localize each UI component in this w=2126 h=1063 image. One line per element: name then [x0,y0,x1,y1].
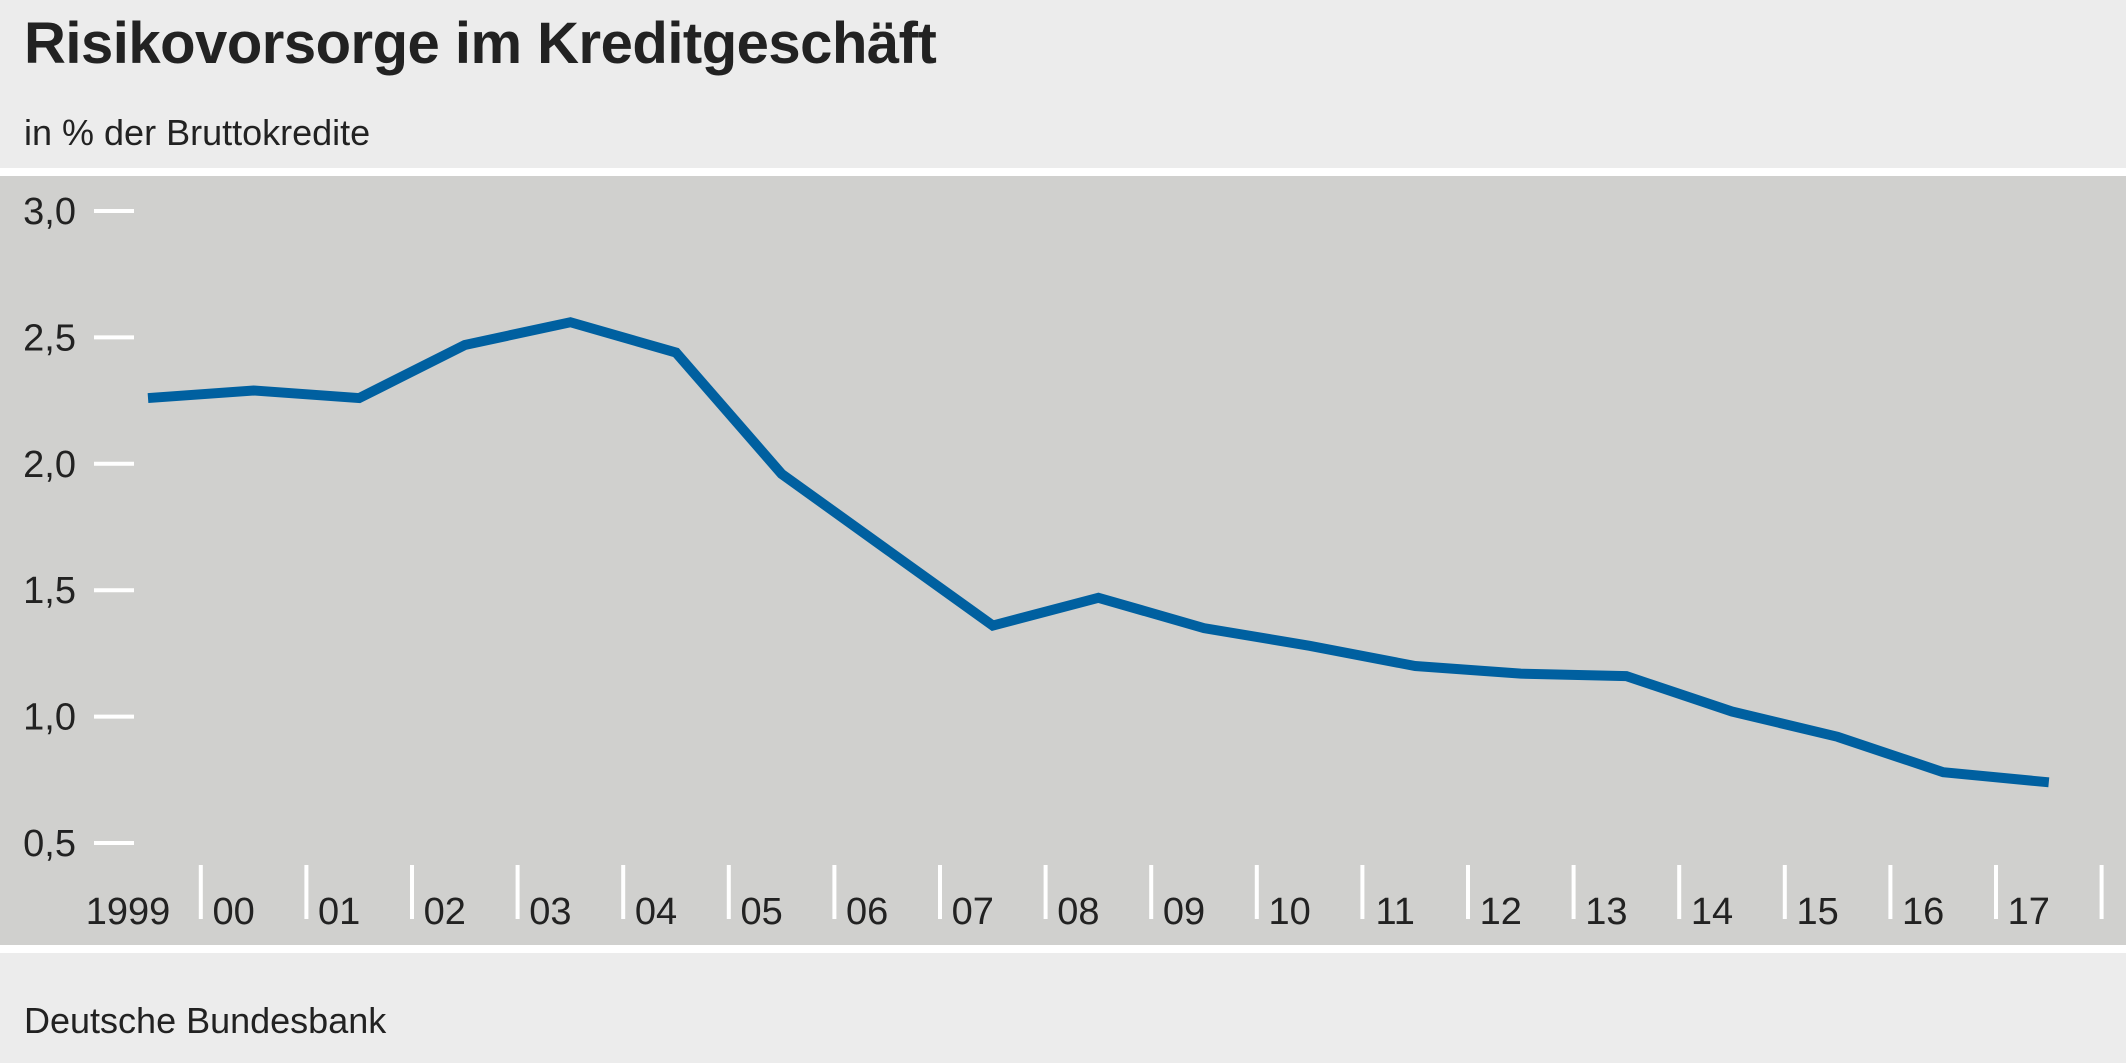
x-tick-label: 00 [212,891,254,933]
x-tick-label: 05 [740,891,782,933]
top-divider [0,168,2126,176]
x-tick-label: 12 [1480,891,1522,933]
y-tick-label: 0,5 [23,823,76,865]
x-tick-label: 06 [846,891,888,933]
y-axis: 3,0 2,5 2,0 1,5 1,0 0,5 [23,191,134,865]
x-tick-label: 13 [1585,891,1627,933]
x-tick-label: 11 [1375,891,1414,933]
y-tick-label: 2,5 [23,317,76,359]
x-tick-label: 09 [1163,891,1205,933]
x-tick-label: 08 [1057,891,1099,933]
source-label: Deutsche Bundesbank [24,1000,387,1041]
x-tick-label: 04 [635,891,677,933]
y-tick-label: 1,0 [23,697,76,739]
line-chart: 3,0 2,5 2,0 1,5 1,0 0,5 1999 00 01 02 03 04 05 06 07 0… [23,191,2104,933]
x-tick-label: 14 [1691,891,1733,933]
series-group [147,317,2050,788]
x-tick-label: 1999 [86,891,171,933]
x-tick-label: 02 [424,891,466,933]
chart-title: Risikovorsorge im Kreditgeschäft [24,11,937,76]
x-tick-label: 10 [1268,891,1310,933]
x-axis: 1999 00 01 02 03 04 05 06 07 08 09 10 11 12 13 14 15 16 17 [86,865,2104,933]
x-tick-label: 01 [318,891,360,933]
x-tick-label: 03 [529,891,571,933]
x-tick-label: 15 [1796,891,1838,933]
bottom-divider [0,945,2126,953]
x-tick-label: 16 [1902,891,1944,933]
series-line [147,317,2050,788]
x-tick-label: 07 [952,891,994,933]
y-tick-label: 3,0 [23,191,76,233]
chart-subtitle: in % der Bruttokredite [24,112,371,153]
y-tick-label: 2,0 [23,444,76,486]
y-tick-label: 1,5 [23,570,76,612]
plot-area [0,176,2126,945]
x-tick-label: 17 [2008,891,2050,933]
